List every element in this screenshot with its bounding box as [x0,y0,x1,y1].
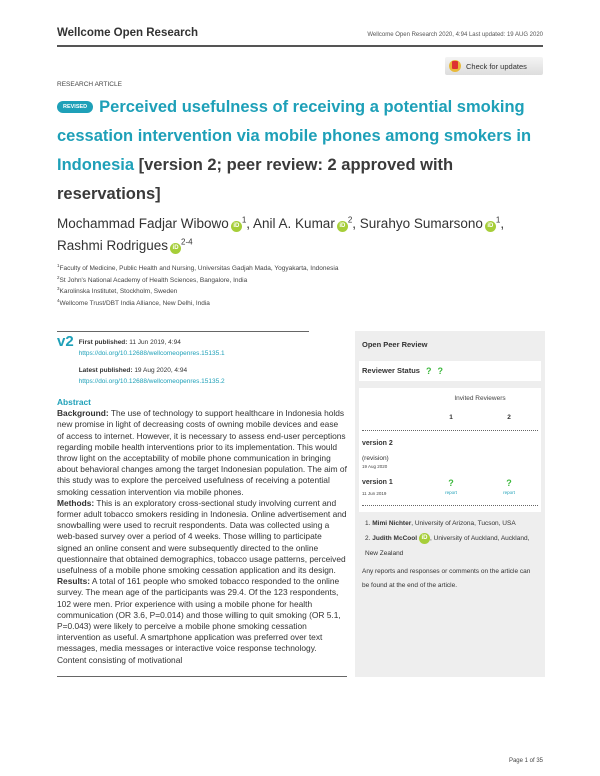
orcid-icon[interactable]: iD [419,533,431,544]
affil-text: Faculty of Medicine, Public Health and N… [59,265,339,272]
first-published: First published: 11 Jun 2019, 4:94 [79,337,225,348]
author[interactable]: Surahyo Sumarsono [359,216,483,231]
author-list: Mochammad Fadjar Wibowo iD1, Anil A. Kuma… [57,215,505,254]
affil-text: St John's National Academy of Health Sci… [59,276,248,284]
open-peer-review-panel: Open Peer Review Reviewer Status?? Invit… [355,331,545,677]
affil-number: 1 [57,262,60,268]
divider [57,331,309,332]
version-2-label: version 2 [362,440,393,447]
affiliation: 2St John's National Academy of Health Sc… [57,275,545,287]
article-body: v2 First published: 11 Jun 2019, 4:94 ht… [57,331,545,677]
latest-published-label: Latest published: [78,367,133,374]
article-front-matter: RESEARCH ARTICLE REVISED Perceived useful… [57,80,545,677]
version-2-date: 19 Aug 2020 [362,464,388,469]
reviewer-status: Reviewer Status?? [359,361,541,381]
abstract: Abstract Background: The use of technolo… [57,397,347,666]
version-block: v2 First published: 11 Jun 2019, 4:94 ht… [57,334,347,387]
reviewer-affil: , University of Arizona, Tucson, USA [411,520,516,527]
peer-review-heading: Open Peer Review [362,340,428,349]
version-label: v2 [57,333,74,350]
question-icon: ? [506,478,512,488]
affil-text: Wellcome Trust/DBT India Alliance, New D… [59,299,210,307]
version-1-date: 11 Jun 2019 [362,491,387,496]
version-2-sub: (revision) [362,455,389,462]
revised-badge: REVISED [57,101,94,113]
latest-doi-link[interactable]: https://doi.org/10.12688/wellcomeopenres… [78,378,225,385]
section-label: Background: [57,408,109,419]
peer-review-note: Any reports and responses or comments on… [362,568,531,589]
first-doi-link[interactable]: https://doi.org/10.12688/wellcomeopenres… [78,350,225,357]
author[interactable]: Anil A. Kumar [253,216,335,231]
section-text: This is an exploratory cross-sectional s… [57,497,347,576]
title-main: Perceived usefulness of receiving a pote… [57,98,532,174]
reviewer-affil: , University of Auckland, Auckland, New … [365,535,530,557]
affil-number: 3 [57,285,60,291]
reviewer-number: 1. [365,520,371,527]
affil-number: 2 [57,274,60,280]
abstract-results: Results: A total of 161 people who smoke… [57,576,347,666]
affiliation: 4Wellcome Trust/DBT India Alliance, New … [57,298,545,310]
reviewer: 2. Judith McCool iD, University of Auckla… [365,531,535,561]
reviewer-grid: Invited Reviewers 1 2 version 2 (revision… [359,388,541,512]
author-affil: 2 [347,215,353,225]
latest-published-date: 19 Aug 2020, 4:94 [134,367,188,374]
divider [57,675,347,677]
version-1-label: version 1 [362,479,393,486]
citation: Wellcome Open Research 2020, 4:94 Last u… [367,32,543,38]
check-updates-label: Check for updates [466,61,527,71]
invited-reviewers-label: Invited Reviewers [454,395,506,402]
report-link[interactable]: report [445,490,457,495]
header-divider [57,45,543,47]
section-text: A total of 161 people who smoked tobacco… [57,576,341,665]
affiliation: 1Faculty of Medicine, Public Health and … [57,263,545,275]
affil-number: 4 [57,297,60,303]
abstract-heading: Abstract [57,397,91,407]
author-affil: 2-4 [181,237,193,247]
reviewer: 1. Mimi Nichter, University of Arizona, … [365,516,535,531]
page-number: Page 1 of 35 [508,758,543,764]
affil-text: Karolinska Institutet, Stockholm, Sweden [59,288,178,295]
reviewer-col: 1 [449,414,453,421]
author[interactable]: Rashmi Rodrigues [57,238,169,253]
reviewer-list: 1. Mimi Nichter, University of Arizona, … [359,512,541,561]
reviewer-col: 2 [507,414,511,421]
author-affil: 1 [241,215,247,225]
section-label: Methods: [57,497,95,508]
left-column: v2 First published: 11 Jun 2019, 4:94 ht… [57,331,347,677]
check-updates-button[interactable]: Check for updates [445,57,543,75]
orcid-icon[interactable]: iD [230,221,242,232]
author-affil: 1 [495,215,501,225]
question-icon: ? [425,366,432,376]
reviewer-name: Mimi Nichter [372,520,412,527]
page-title: REVISED Perceived usefulness of receiving… [57,93,545,209]
reviewer-number: 2. [365,535,371,542]
latest-published: Latest published: 19 Aug 2020, 4:94 [79,365,225,376]
affiliations: 1Faculty of Medicine, Public Health and … [57,263,545,309]
question-icon: ? [448,478,454,488]
first-published-date: 11 Jun 2019, 4:94 [129,339,181,346]
orcid-icon[interactable]: iD [170,243,182,254]
reviewer-name: Judith McCool [372,535,418,542]
publication-info: First published: 11 Jun 2019, 4:94 https… [79,334,225,387]
section-label: Results: [57,576,91,587]
orcid-icon[interactable]: iD [484,221,496,232]
author[interactable]: Mochammad Fadjar Wibowo [57,216,229,231]
title-version: [version 2; peer review: 2 approved with… [57,156,454,203]
affiliation: 3Karolinska Institutet, Stockholm, Swede… [57,286,545,298]
status-label: Reviewer Status [362,366,420,375]
abstract-methods: Methods: This is an exploratory cross-se… [57,498,347,576]
bookmark-icon [449,60,461,72]
section-text: The use of technology to support healthc… [57,408,347,497]
orcid-icon[interactable]: iD [336,221,348,232]
question-icon: ? [437,366,443,376]
abstract-background: Background: The use of technology to sup… [57,408,347,498]
first-published-label: First published: [78,339,128,346]
journal-name: Wellcome Open Research [57,27,199,39]
article-type: RESEARCH ARTICLE [57,81,122,88]
report-link[interactable]: report [503,490,515,495]
